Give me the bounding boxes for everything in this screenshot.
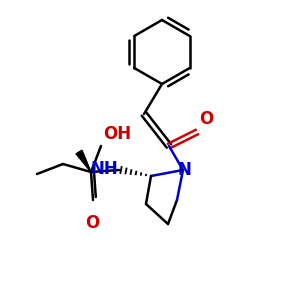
Text: O: O xyxy=(199,110,213,128)
Text: O: O xyxy=(85,214,99,232)
Text: OH: OH xyxy=(103,125,131,143)
Polygon shape xyxy=(76,150,91,172)
Text: N: N xyxy=(177,161,191,179)
Text: NH: NH xyxy=(90,160,118,178)
